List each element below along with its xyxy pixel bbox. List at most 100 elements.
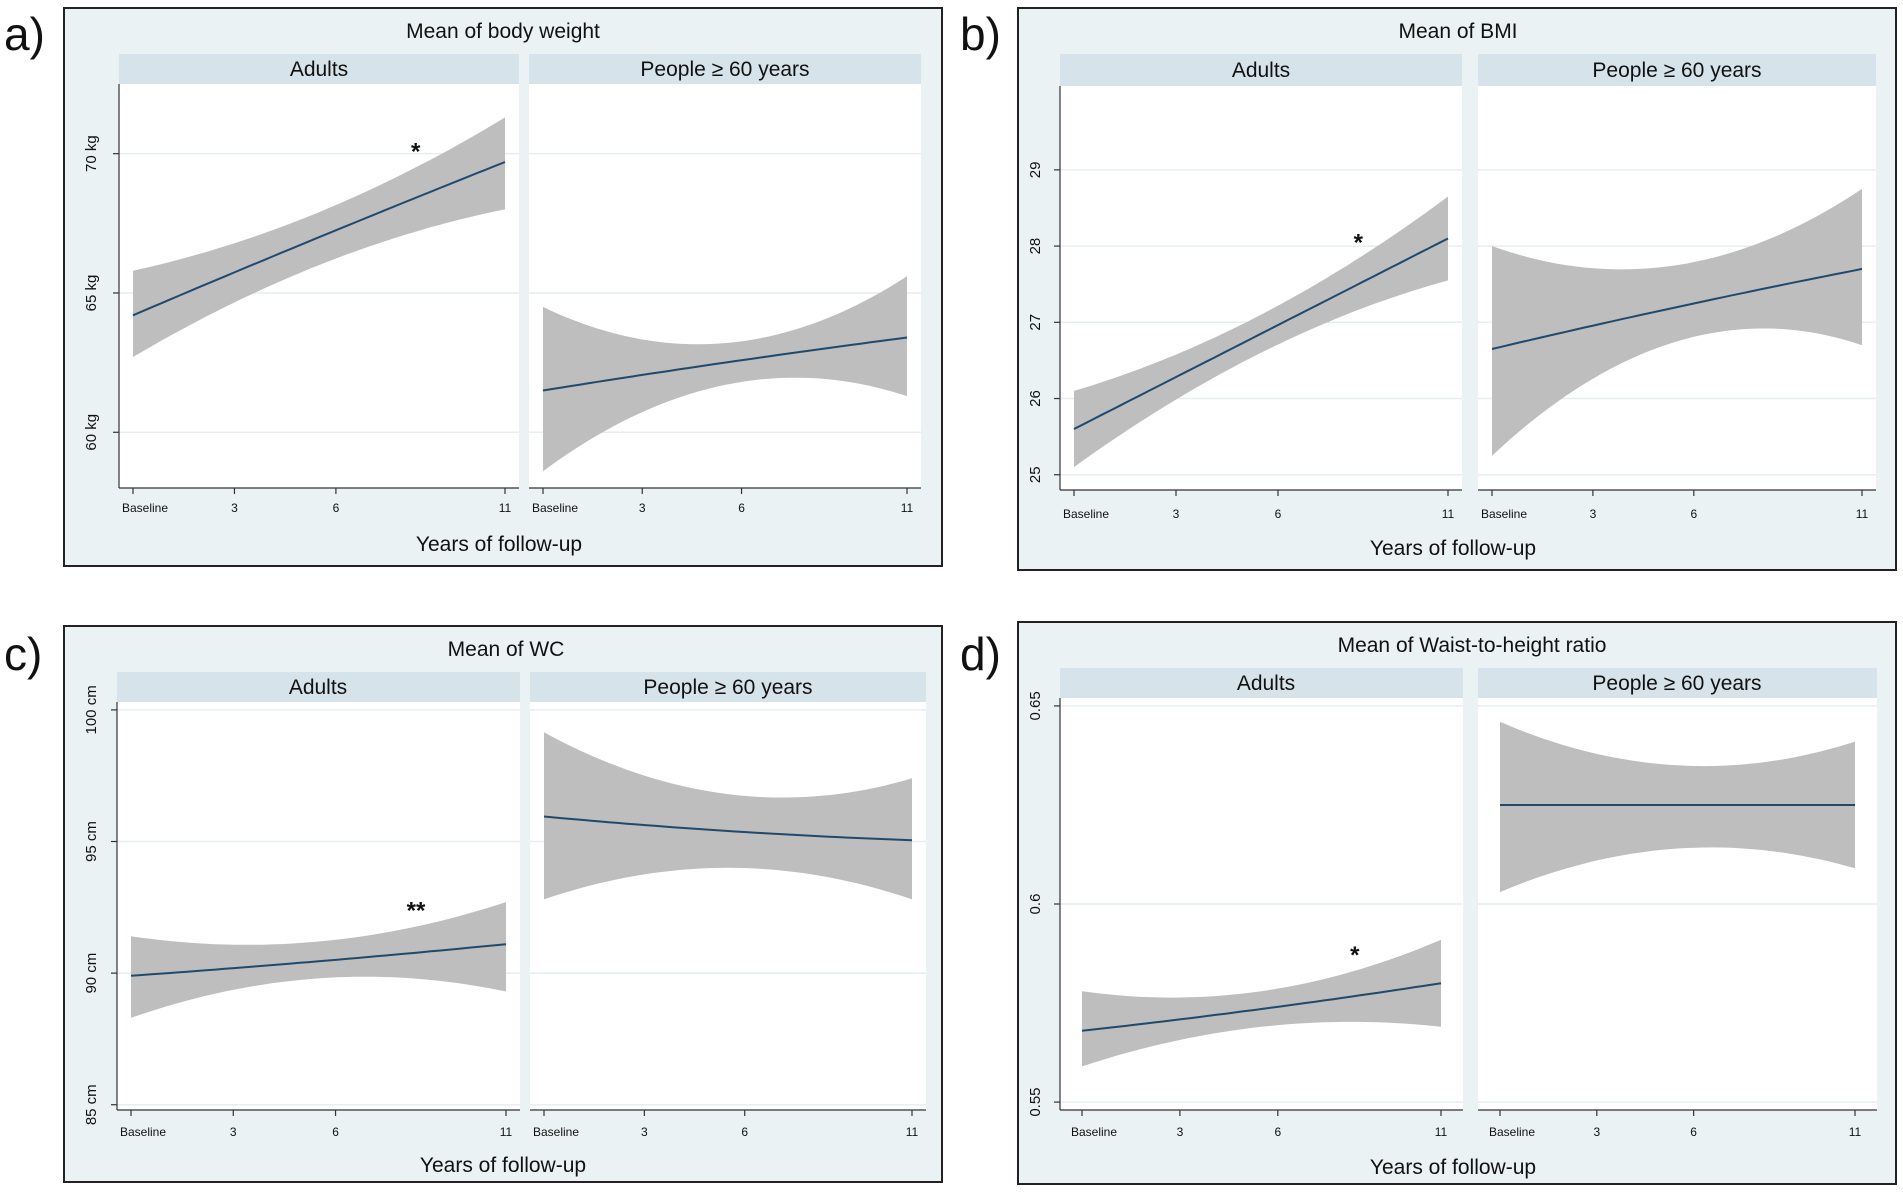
facet-title: People ≥ 60 years xyxy=(1592,672,1761,695)
y-tick-label: 70 kg xyxy=(83,135,100,172)
facet-title: Adults xyxy=(289,676,347,699)
facet-title: People ≥ 60 years xyxy=(643,676,812,699)
facet-older: People ≥ 60 years xyxy=(1478,668,1877,698)
y-tick-label: 26 xyxy=(1027,390,1044,407)
x-tick-label: 11 xyxy=(1856,507,1869,521)
y-axis: 60 kg 65 kg 70 kg xyxy=(83,84,120,488)
x-tick-label: 11 xyxy=(906,1125,919,1139)
chart-title: Mean of Waist-to-height ratio xyxy=(1338,634,1607,657)
x-tick-label: Baseline xyxy=(122,501,168,515)
x-tick-label: Baseline xyxy=(120,1125,166,1139)
confidence-band xyxy=(131,902,506,1018)
fitted-line xyxy=(130,943,507,977)
x-tick-label: 11 xyxy=(1442,507,1455,521)
facet-strip xyxy=(1060,54,1462,86)
x-tick-label: 6 xyxy=(741,1125,748,1139)
x-tick-label: 3 xyxy=(1177,1125,1184,1139)
facet-title: Adults xyxy=(1237,672,1295,695)
x-tick-label: 11 xyxy=(901,501,914,515)
panel-b: b) Mean of BMI Adults People ≥ 60 years … xyxy=(960,7,1897,571)
facet-title: Adults xyxy=(290,58,348,81)
y-tick-label: 95 cm xyxy=(83,821,100,862)
x-tick-label: 11 xyxy=(1849,1125,1862,1139)
plot-area: ** Baseline 3 6 11 Baseline 3 6 11 85 cm 90 cm 95 c… xyxy=(83,685,926,1139)
x-axis-title: Years of follow-up xyxy=(1370,537,1536,560)
confidence-band xyxy=(543,276,907,472)
fitted-line xyxy=(1073,237,1449,430)
facet-title: Adults xyxy=(1232,59,1290,82)
x-tick-label: 6 xyxy=(333,501,340,515)
facet-adults: Adults xyxy=(1060,54,1462,86)
facet-strip xyxy=(1060,668,1463,698)
facet-title: People ≥ 60 years xyxy=(1592,59,1761,82)
plot-background xyxy=(117,702,520,1110)
y-tick-label: 25 xyxy=(1027,466,1044,483)
chart-title: Mean of WC xyxy=(448,638,565,661)
facet-adults: Adults xyxy=(119,54,519,84)
x-axis-title: Years of follow-up xyxy=(420,1154,586,1177)
y-axis: 25 26 27 28 29 xyxy=(1027,86,1061,490)
significance-marker: * xyxy=(1354,229,1364,256)
facet-strip xyxy=(529,54,921,84)
panel-label-a: a) xyxy=(4,8,45,60)
x-tick-label: 11 xyxy=(499,501,512,515)
x-tick-label: 11 xyxy=(500,1125,513,1139)
plot-area: * Baseline 3 6 11 Baseline 3 6 11 25 26 27 28 29 xyxy=(1027,86,1876,521)
panel-label-d: d) xyxy=(960,628,1001,680)
y-tick-label: 0.65 xyxy=(1027,691,1044,720)
facet-plot: * Baseline 3 6 11 xyxy=(119,84,519,515)
facet-title: People ≥ 60 years xyxy=(640,58,809,81)
significance-marker: * xyxy=(411,138,421,165)
y-tick-label: 60 kg xyxy=(83,414,100,451)
y-tick-label: 90 cm xyxy=(83,953,100,994)
facet-plot: Baseline 3 6 11 xyxy=(529,84,921,515)
y-tick-label: 27 xyxy=(1027,314,1044,331)
panel-d: d) Mean of Waist-to-height ratio Adults … xyxy=(960,621,1897,1185)
y-tick-label: 65 kg xyxy=(83,275,100,312)
confidence-band xyxy=(544,732,912,900)
significance-marker: ** xyxy=(407,898,426,925)
y-tick-label: 29 xyxy=(1027,162,1044,179)
confidence-band xyxy=(1074,196,1448,468)
x-tick-label: 11 xyxy=(1435,1125,1448,1139)
x-tick-label: 3 xyxy=(1590,507,1597,521)
y-tick-label: 85 cm xyxy=(83,1084,100,1125)
x-tick-label: Baseline xyxy=(532,501,578,515)
facet-plot: * Baseline 3 6 11 xyxy=(1060,698,1463,1139)
x-tick-label: Baseline xyxy=(1071,1125,1117,1139)
facet-strip xyxy=(1478,54,1876,86)
plot-area: * Baseline 3 6 11 Baseline 3 6 11 60 kg 65 kg 70 kg xyxy=(83,84,921,515)
facet-plot: * Baseline 3 6 11 xyxy=(1060,86,1462,521)
y-axis: 0.55 0.6 0.65 xyxy=(1027,691,1061,1117)
x-tick-label: 6 xyxy=(738,501,745,515)
x-tick-label: 3 xyxy=(641,1125,648,1139)
facet-older: People ≥ 60 years xyxy=(1478,54,1876,86)
y-tick-label: 100 cm xyxy=(83,685,100,734)
x-tick-label: 3 xyxy=(230,1125,237,1139)
y-tick-label: 28 xyxy=(1027,238,1044,255)
x-tick-label: 6 xyxy=(1690,507,1697,521)
facet-strip xyxy=(119,54,519,84)
facet-older: People ≥ 60 years xyxy=(530,672,926,702)
fitted-line xyxy=(132,161,506,317)
y-axis: 85 cm 90 cm 95 cm 100 cm xyxy=(83,685,118,1125)
x-axis-title: Years of follow-up xyxy=(1370,1156,1536,1179)
facet-older: People ≥ 60 years xyxy=(529,54,921,84)
x-tick-label: 3 xyxy=(639,501,646,515)
fitted-line xyxy=(543,815,913,842)
fitted-line xyxy=(542,336,908,392)
x-tick-label: 3 xyxy=(1593,1125,1600,1139)
fitted-line xyxy=(1081,982,1442,1032)
fitted-line xyxy=(1491,267,1863,350)
panel-label-b: b) xyxy=(960,8,1001,60)
facet-plot: Baseline 3 6 11 xyxy=(530,702,926,1139)
x-tick-label: 6 xyxy=(1275,507,1282,521)
x-tick-label: 6 xyxy=(1274,1125,1281,1139)
x-tick-label: Baseline xyxy=(1481,507,1527,521)
x-tick-label: 6 xyxy=(1690,1125,1697,1139)
facet-plot: ** Baseline 3 6 11 xyxy=(117,702,520,1139)
panel-a: a) Mean of body weight Adults People ≥ 6… xyxy=(4,7,943,567)
panel-label-c: c) xyxy=(4,628,42,680)
chart-title: Mean of body weight xyxy=(406,20,600,43)
